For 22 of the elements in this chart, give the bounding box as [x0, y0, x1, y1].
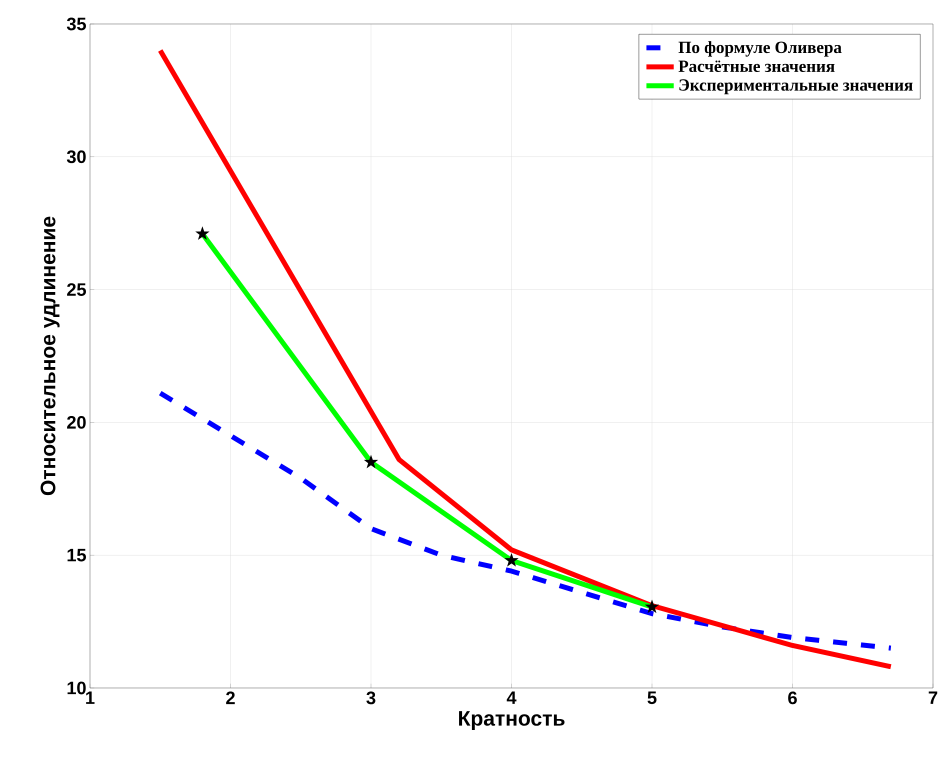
- legend-label: По формуле Оливера: [678, 41, 842, 57]
- y-tick-label: 20: [67, 416, 86, 429]
- legend-label: Экспериментальные значения: [679, 79, 913, 94]
- y-tick-label: 15: [68, 548, 86, 562]
- x-tick-label: 2: [226, 692, 235, 704]
- point: [364, 456, 378, 468]
- legend-label: Расчётные значения: [678, 60, 835, 72]
- y-tick-label: 35: [66, 18, 86, 30]
- y-tick-label: 30: [66, 150, 86, 164]
- point: [505, 554, 518, 566]
- x-axis-title: Кратность: [459, 711, 565, 730]
- x-tick-label: 4: [506, 692, 516, 704]
- y-tick-label: 25: [67, 283, 86, 296]
- x-tick-label: 5: [648, 692, 657, 704]
- x-tick-label: 3: [366, 692, 376, 704]
- point: [646, 600, 658, 612]
- y-tick-label: 10: [68, 682, 86, 694]
- y-axis-title: Относительное удлинение: [40, 216, 60, 496]
- x-tick-label: 7: [928, 692, 938, 704]
- x-tick-label: 6: [788, 692, 797, 704]
- x-tick-label: 1: [86, 692, 95, 704]
- point: [196, 227, 209, 240]
